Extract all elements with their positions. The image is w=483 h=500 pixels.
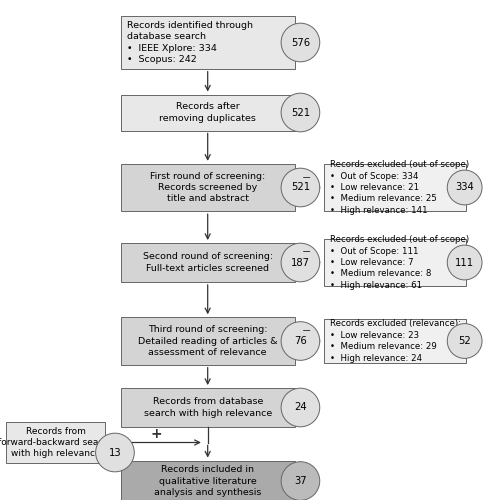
FancyBboxPatch shape — [121, 164, 295, 211]
Text: 52: 52 — [458, 336, 471, 346]
Ellipse shape — [96, 433, 134, 472]
Ellipse shape — [447, 245, 482, 280]
Text: 521: 521 — [291, 108, 310, 118]
Text: 37: 37 — [294, 476, 307, 486]
Text: Third round of screening:
Detailed reading of articles &
assessment of relevance: Third round of screening: Detailed readi… — [138, 325, 277, 357]
FancyBboxPatch shape — [324, 164, 467, 211]
Text: Records included in
qualitative literature
analysis and synthesis: Records included in qualitative literatu… — [154, 465, 261, 497]
Text: Records excluded (relevance):
•  Low relevance: 23
•  Medium relevance: 29
•  Hi: Records excluded (relevance): • Low rele… — [329, 320, 461, 362]
Text: −: − — [302, 326, 312, 336]
FancyBboxPatch shape — [121, 317, 295, 365]
Text: 187: 187 — [291, 258, 310, 268]
Ellipse shape — [281, 322, 320, 360]
Text: Records from database
search with high relevance: Records from database search with high r… — [143, 398, 272, 417]
FancyBboxPatch shape — [121, 243, 295, 282]
Text: +: + — [151, 426, 162, 440]
FancyBboxPatch shape — [121, 460, 295, 500]
Ellipse shape — [447, 170, 482, 205]
Ellipse shape — [281, 168, 320, 207]
Ellipse shape — [281, 93, 320, 132]
FancyBboxPatch shape — [324, 319, 467, 363]
Text: −: − — [302, 248, 312, 258]
Text: 13: 13 — [109, 448, 121, 458]
Text: 24: 24 — [294, 402, 307, 412]
Text: Second round of screening:
Full-text articles screened: Second round of screening: Full-text art… — [142, 252, 273, 272]
Text: Records excluded (out of scope)
•  Out of Scope: 334
•  Low relevance: 21
•  Med: Records excluded (out of scope) • Out of… — [329, 160, 469, 215]
Ellipse shape — [281, 388, 320, 427]
FancyBboxPatch shape — [121, 388, 295, 427]
Text: 334: 334 — [455, 182, 474, 192]
Ellipse shape — [281, 23, 320, 62]
Text: −: − — [302, 172, 312, 182]
Text: 76: 76 — [294, 336, 307, 346]
Text: 576: 576 — [291, 38, 310, 48]
Ellipse shape — [447, 324, 482, 358]
FancyBboxPatch shape — [121, 94, 295, 130]
FancyBboxPatch shape — [121, 16, 295, 68]
Text: 111: 111 — [455, 258, 474, 268]
Text: Records identified through
database search
•  IEEE Xplore: 334
•  Scopus: 242: Records identified through database sear… — [127, 21, 253, 64]
FancyBboxPatch shape — [324, 239, 467, 286]
Text: Records after
removing duplicates: Records after removing duplicates — [159, 102, 256, 122]
Text: First round of screening:
Records screened by
title and abstract: First round of screening: Records screen… — [150, 172, 265, 203]
FancyBboxPatch shape — [6, 422, 105, 463]
Text: 521: 521 — [291, 182, 310, 192]
Text: Records from
forward-backward search
with high relevance: Records from forward-backward search wit… — [0, 426, 113, 458]
Ellipse shape — [281, 243, 320, 282]
Text: Records excluded (out of scope)
•  Out of Scope: 111
•  Low relevance: 7
•  Medi: Records excluded (out of scope) • Out of… — [329, 235, 469, 290]
Ellipse shape — [281, 462, 320, 500]
